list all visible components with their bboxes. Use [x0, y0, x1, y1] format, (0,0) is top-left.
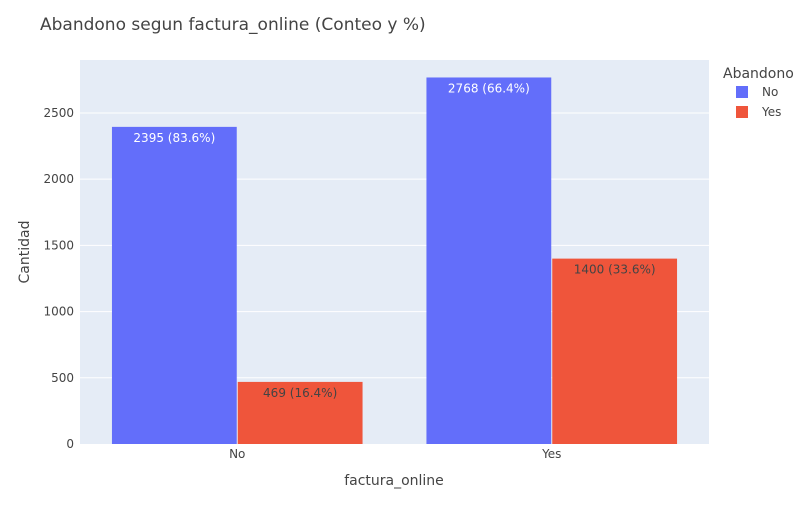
- bar-data-label: 2395 (83.6%): [133, 131, 215, 145]
- legend: Abandono No Yes: [723, 66, 794, 119]
- y-tick-label: 1000: [43, 305, 74, 319]
- x-axis-title: factura_online: [344, 473, 444, 489]
- bars: [111, 77, 678, 445]
- x-tick-label: Yes: [541, 447, 561, 461]
- bar: [111, 126, 237, 445]
- y-tick-label: 1500: [43, 238, 74, 252]
- y-tick-label: 2500: [43, 106, 74, 120]
- y-tick-label: 0: [66, 437, 74, 451]
- x-tick-label: No: [229, 447, 245, 461]
- legend-entry-label: No: [762, 85, 778, 99]
- x-axis-ticks: No Yes: [229, 447, 561, 461]
- y-tick-label: 500: [51, 371, 74, 385]
- y-axis-title: Cantidad: [17, 221, 33, 284]
- y-tick-label: 2000: [43, 172, 74, 186]
- legend-swatch: [736, 106, 748, 118]
- chart-title: Abandono segun factura_online (Conteo y …: [40, 15, 426, 35]
- bar: [552, 258, 678, 444]
- bar: [426, 77, 552, 444]
- bar-data-label: 1400 (33.6%): [574, 263, 656, 277]
- bar: [237, 381, 363, 444]
- legend-entry-label: Yes: [761, 105, 781, 119]
- legend-title: Abandono: [723, 66, 794, 82]
- bar-labels: 2395 (83.6%) 469 (16.4%) 2768 (66.4%) 1400 …: [133, 81, 655, 399]
- bar-data-label: 2768 (66.4%): [448, 81, 530, 95]
- bar-data-label: 469 (16.4%): [263, 386, 337, 400]
- y-axis-ticks: 0 500 1000 1500 2000 2500: [43, 106, 74, 451]
- legend-swatch: [736, 86, 748, 98]
